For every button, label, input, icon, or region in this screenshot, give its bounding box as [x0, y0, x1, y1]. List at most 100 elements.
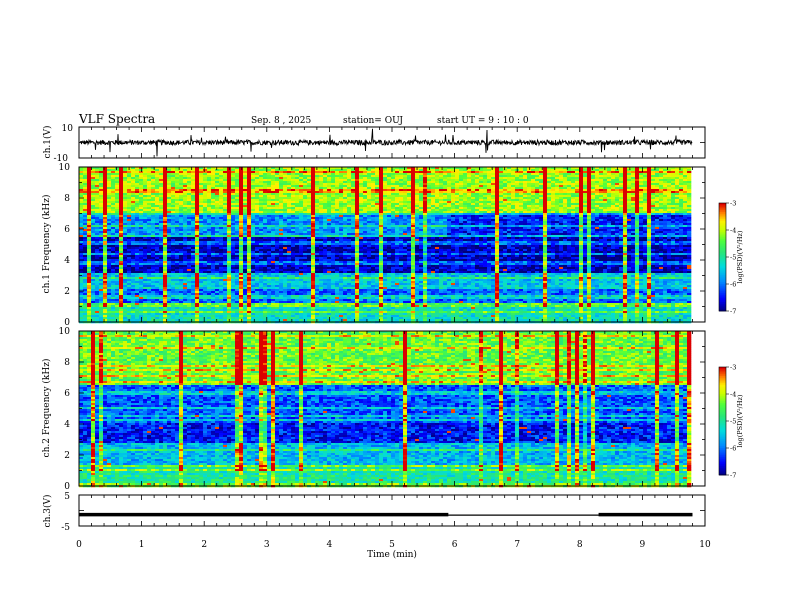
spectrogram-cell [607, 181, 611, 183]
spectrogram-cell [143, 181, 147, 183]
spectrogram-cell [615, 185, 619, 187]
spectrogram-cell [167, 173, 171, 175]
spectrogram-cell [439, 181, 443, 183]
spectrogram-cell [275, 185, 279, 187]
spectrogram-cell [95, 187, 99, 189]
spectrogram-cell [83, 177, 87, 179]
spectrogram-cell [451, 181, 455, 183]
spectrogram-cell [203, 189, 207, 191]
spectrogram-cell [347, 177, 351, 179]
spectrogram-cell [671, 179, 675, 181]
spectrogram-cell [155, 171, 159, 173]
spectrogram-cell [343, 175, 347, 177]
spectrogram-cell [655, 177, 659, 179]
spectrogram-cell [411, 177, 415, 179]
spectrogram-cell [231, 177, 235, 179]
spectrogram-cell [635, 181, 639, 183]
spectrogram-cell [155, 175, 159, 177]
spectrogram-cell [143, 179, 147, 181]
spectrogram-cell [339, 171, 343, 173]
spectrogram-cell [191, 175, 195, 177]
spectrogram-cell [331, 173, 335, 175]
spectrogram-cell [439, 179, 443, 181]
spectrogram-cell [347, 183, 351, 185]
spectrogram-cell [575, 175, 579, 177]
spectrogram-cell [111, 177, 115, 179]
spectrogram-cell [247, 169, 251, 171]
spectrogram-cell [167, 187, 171, 189]
spectrogram-cell [439, 183, 443, 185]
spectrogram-cell [323, 183, 327, 185]
spectrogram-cell [87, 179, 91, 181]
spectrogram-cell [355, 179, 359, 181]
spectrogram-cell [87, 175, 91, 177]
spectrogram-cell [151, 171, 155, 173]
spectrogram-cell [683, 171, 687, 173]
spectrogram-cell [267, 175, 271, 177]
spectrogram-cell [475, 183, 479, 185]
spectrogram-cell [567, 179, 571, 181]
spectrogram-cell [163, 181, 167, 183]
spectrogram-cell [459, 173, 463, 175]
spectrogram-cell [607, 171, 611, 173]
spectrogram-cell [683, 169, 687, 171]
spectrogram-cell [483, 183, 487, 185]
spectrogram-cell [231, 175, 235, 177]
spectrogram-cell [551, 179, 555, 181]
spectrogram-cell [251, 183, 255, 185]
spectrogram-cell [223, 183, 227, 185]
spectrogram-cell [479, 187, 483, 189]
spectrogram-cell [91, 171, 95, 173]
spectrogram-cell [443, 173, 447, 175]
spectrogram-cell [247, 177, 251, 179]
spectrogram-cell [475, 181, 479, 183]
spectrogram-cell [103, 187, 107, 189]
spectrogram-cell [107, 189, 111, 191]
spectrogram-cell [639, 177, 643, 179]
spectrogram-cell [415, 185, 419, 187]
spectrogram-cell [443, 169, 447, 171]
spectrogram-cell [539, 171, 543, 173]
spectrogram-cell [255, 175, 259, 177]
spectrogram-cell [431, 187, 435, 189]
spectrogram-cell [147, 177, 151, 179]
spectrogram-cell [259, 179, 263, 181]
spectrogram-cell [95, 175, 99, 177]
spectrogram-cell [443, 183, 447, 185]
spectrogram-cell [523, 173, 527, 175]
spectrogram-cell [143, 171, 147, 173]
spectrogram-cell [427, 187, 431, 189]
spectrogram-cell [639, 187, 643, 189]
spectrogram-cell [335, 181, 339, 183]
spectrogram-cell [407, 171, 411, 173]
spectrogram-cell [351, 175, 355, 177]
spectrogram-cell [519, 169, 523, 171]
spectrogram-cell [603, 187, 607, 189]
spectrogram-cell [383, 181, 387, 183]
spectrogram-cell [207, 189, 211, 191]
spectrogram-cell [315, 183, 319, 185]
spectrogram-cell [679, 171, 683, 173]
spectrogram-cell [239, 173, 243, 175]
spectrogram-cell [455, 175, 459, 177]
spectrogram-cell [531, 175, 535, 177]
spectrogram-cell [527, 177, 531, 179]
spectrogram-cell [163, 185, 167, 187]
spectrogram-cell [539, 185, 543, 187]
spectrogram-cell [639, 181, 643, 183]
spectrogram-cell [263, 175, 267, 177]
spectrogram-cell [83, 175, 87, 177]
spectrogram-cell [339, 179, 343, 181]
spectrogram-cell [239, 187, 243, 189]
spectrogram-cell [335, 171, 339, 173]
spectrogram-cell [663, 169, 667, 171]
spectrogram-cell [83, 169, 87, 171]
spectrogram-cell [427, 175, 431, 177]
spectrogram-cell [543, 169, 547, 171]
spectrogram-cell [647, 177, 651, 179]
spectrogram-cell [383, 183, 387, 185]
spectrogram-cell [79, 175, 83, 177]
spectrogram-cell [447, 173, 451, 175]
spectrogram-cell [107, 171, 111, 173]
spectrogram-cell [111, 171, 115, 173]
